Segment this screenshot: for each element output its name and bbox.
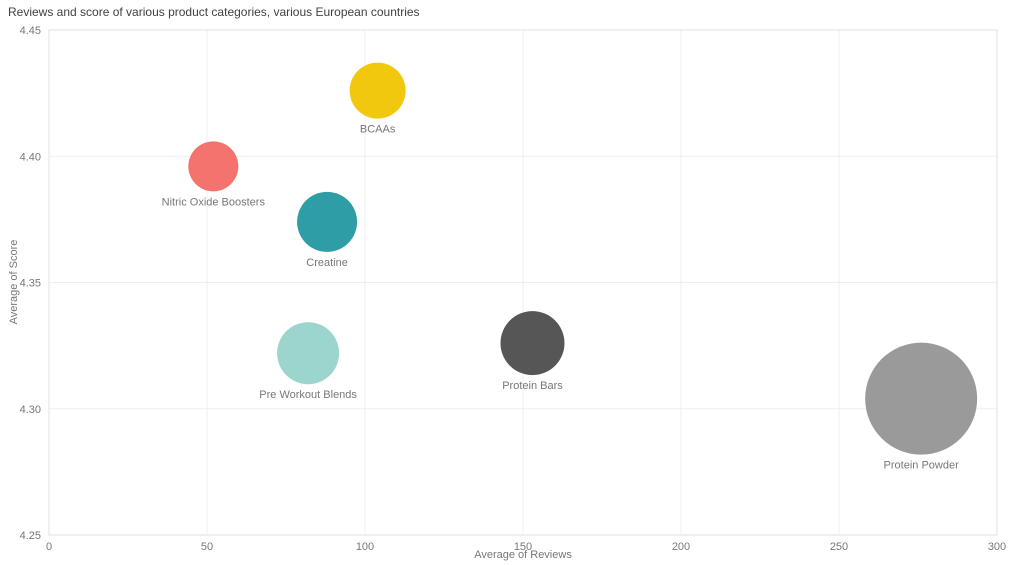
- x-tick-label: 50: [201, 541, 213, 553]
- x-tick-label: 250: [830, 541, 848, 553]
- bubble-protein-bars[interactable]: [500, 311, 565, 376]
- y-tick-label: 4.25: [20, 530, 41, 542]
- bubble-label-protein-powder: Protein Powder: [884, 460, 960, 472]
- x-tick-label: 300: [988, 541, 1006, 553]
- bubble-protein-powder[interactable]: [865, 342, 978, 455]
- y-tick-label: 4.45: [20, 25, 41, 37]
- bubble-label-pre-workout-blends: Pre Workout Blends: [259, 389, 357, 401]
- bubble-label-bcaas: BCAAs: [360, 124, 396, 136]
- y-tick-label: 4.40: [20, 151, 41, 163]
- bubble-creatine[interactable]: [297, 191, 358, 252]
- bubble-label-nitric-oxide-boosters: Nitric Oxide Boosters: [162, 196, 266, 208]
- bubble-bcaas[interactable]: [349, 62, 406, 119]
- bubble-label-creatine: Creatine: [306, 257, 348, 269]
- bubble-label-protein-bars: Protein Bars: [502, 380, 563, 392]
- x-tick-label: 200: [672, 541, 690, 553]
- x-axis-title: Average of Reviews: [474, 549, 572, 561]
- bubble-nitric-oxide-boosters[interactable]: [188, 141, 239, 192]
- chart-title: Reviews and score of various product cat…: [8, 5, 420, 19]
- x-tick-label: 100: [356, 541, 374, 553]
- y-tick-label: 4.30: [20, 404, 41, 416]
- x-tick-label: 0: [46, 541, 52, 553]
- x-tick-label: 150: [514, 541, 532, 553]
- plot-border: [48, 29, 998, 536]
- y-tick-label: 4.35: [20, 278, 41, 290]
- bubble-pre-workout-blends[interactable]: [277, 322, 340, 385]
